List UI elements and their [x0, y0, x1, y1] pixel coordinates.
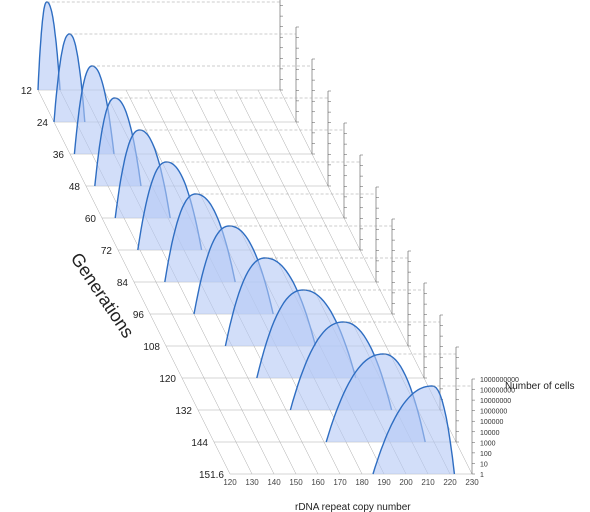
copy-number-tick-label: 160 — [311, 478, 325, 487]
ridge-fill-gen-12 — [38, 2, 60, 90]
generation-tick-label: 48 — [69, 182, 81, 193]
generation-tick-label: 72 — [101, 246, 113, 257]
generation-tick-label: 144 — [191, 438, 208, 449]
generation-tick-label: 96 — [133, 310, 145, 321]
copy-number-tick-label: 200 — [399, 478, 413, 487]
generation-tick-label: 151.6 — [199, 470, 224, 481]
vertical-panes — [279, 0, 475, 475]
generation-tick-label: 36 — [53, 150, 65, 161]
copy-number-tick-label: 180 — [355, 478, 369, 487]
cell-count-tick-label: 1000000000 — [480, 377, 519, 384]
copy-number-tick-label: 140 — [267, 478, 281, 487]
copy-number-tick-label: 220 — [443, 478, 457, 487]
cell-count-axis-label: Number of cells — [505, 381, 574, 392]
generation-tick-label: 12 — [21, 86, 33, 97]
cell-count-tick-label: 100 — [480, 451, 492, 458]
copy-number-axis-label: rDNA repeat copy number — [295, 502, 411, 512]
copy-number-tick-label: 120 — [223, 478, 237, 487]
floor-gridline-copy-number — [37, 89, 231, 475]
copy-number-tick-label: 230 — [465, 478, 479, 487]
ridge-line-gen-12 — [37, 1, 61, 91]
ridge-line-gen-144 — [325, 353, 426, 443]
generation-tick-label: 84 — [117, 278, 129, 289]
copy-number-tick-label: 170 — [333, 478, 347, 487]
cell-count-tick-label: 100000 — [480, 419, 503, 426]
generation-tick-label: 108 — [143, 342, 160, 353]
cell-count-tick-label: 1000000 — [480, 409, 507, 416]
generation-tick-label: 120 — [159, 374, 176, 385]
cell-count-tick-label: 10000000 — [480, 398, 511, 405]
generations-axis-label: Generations — [67, 249, 138, 341]
cell-count-tick-label: 1 — [480, 472, 484, 479]
copy-number-tick-label: 210 — [421, 478, 435, 487]
generation-tick-label: 24 — [37, 118, 49, 129]
generation-tick-label: 132 — [175, 406, 192, 417]
copy-number-tick-label: 130 — [245, 478, 259, 487]
copy-number-tick-label: 150 — [289, 478, 303, 487]
generation-tick-labels: 12 24 36 48 60 72 84 96 108 120 132 144 151.6 — [21, 86, 225, 481]
generation-tick-label: 60 — [85, 214, 97, 225]
ridge-line-gen-151.6 — [372, 385, 456, 475]
copy-number-tick-label: 190 — [377, 478, 391, 487]
cell-count-tick-label: 10000 — [480, 430, 500, 437]
copy-number-tick-labels: 120 130 140 150 160 170 180 190 200 210 220 230 — [223, 478, 479, 487]
cell-count-tick-label: 1000 — [480, 440, 496, 447]
ridge-fill-gen-151.6 — [373, 386, 455, 474]
distribution-ridges — [37, 1, 472, 475]
cell-count-axis: 1 10 100 1000 10000 100000 1000000 10000000 1000… — [480, 377, 519, 479]
cell-count-tick-label: 100000000 — [480, 388, 515, 395]
cell-count-tick-label: 10 — [480, 461, 488, 468]
